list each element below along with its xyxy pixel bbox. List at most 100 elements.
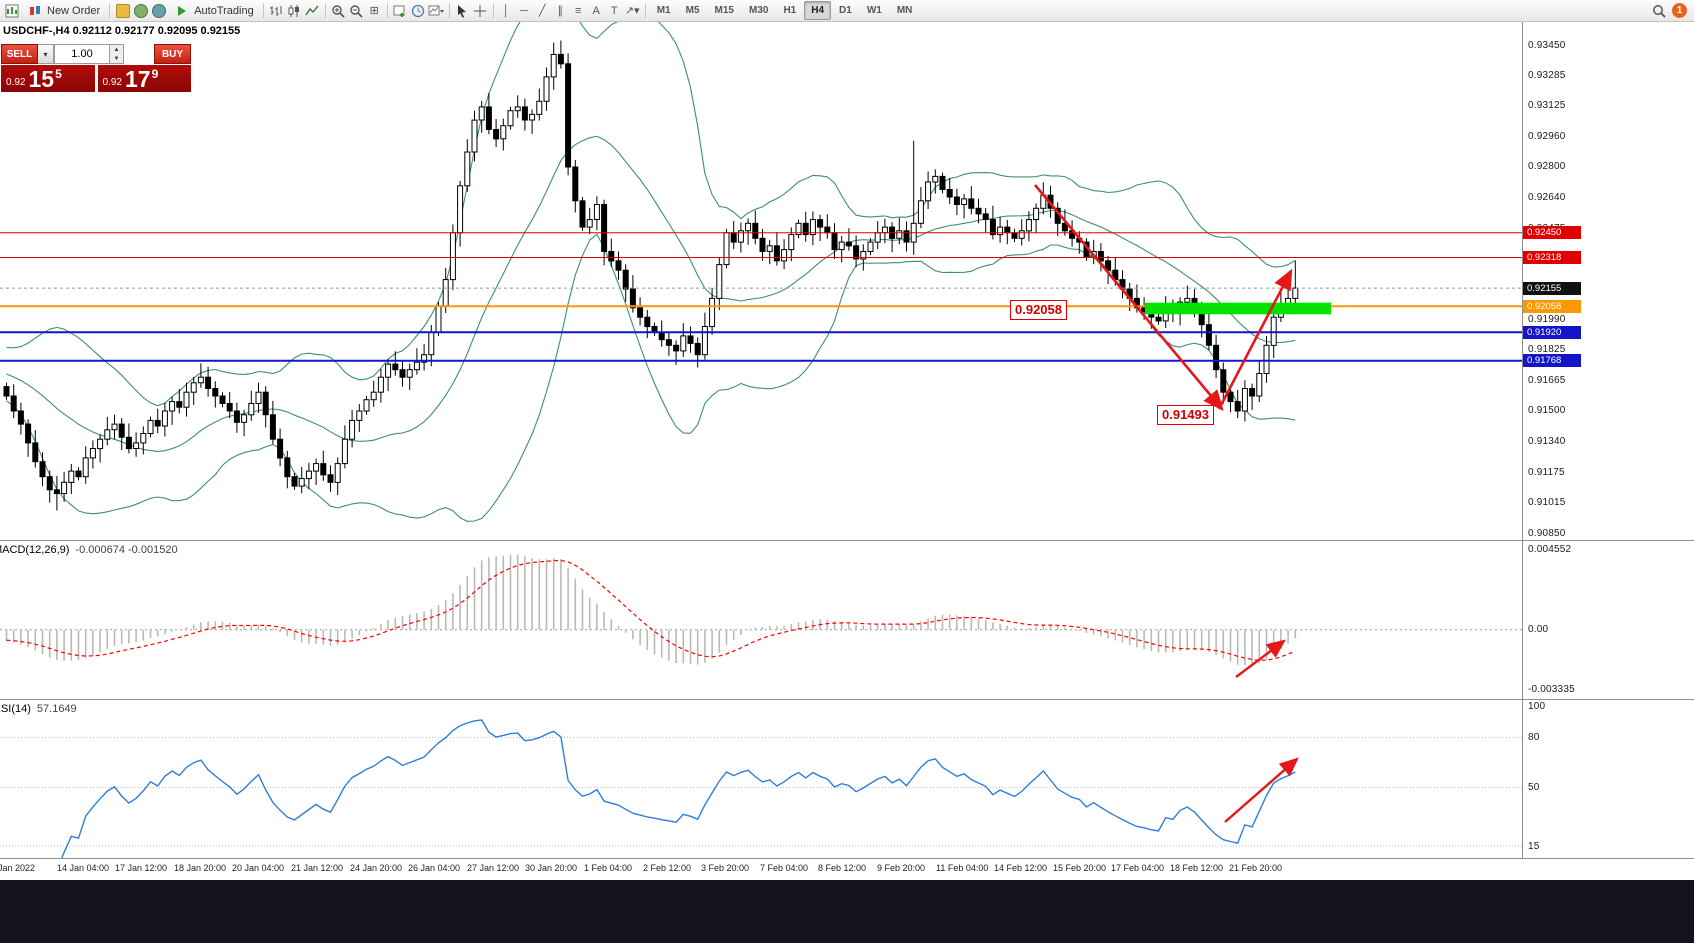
sell-button[interactable]: SELL [1, 44, 38, 64]
rsi-indicator-area[interactable] [0, 700, 1522, 858]
rsi-scale-tick: 15 [1528, 841, 1540, 852]
buy-price-box[interactable]: 0.92 17 9 [97, 65, 191, 93]
notification-badge[interactable]: 1 [1672, 3, 1687, 18]
timeframe-MN[interactable]: MN [896, 5, 913, 16]
text-icon[interactable] [588, 2, 605, 19]
buy-price-sup: 9 [151, 67, 159, 81]
buy-button[interactable]: BUY [154, 44, 191, 64]
autotrading-icon [173, 2, 190, 19]
macd-scale-tick: 0.004552 [1528, 544, 1572, 555]
sell-price-box[interactable]: 0.92 15 5 [1, 65, 95, 92]
timeframe-H1[interactable]: H1 [783, 5, 797, 16]
rsi-scale-tick: 80 [1528, 732, 1540, 743]
new-order-label: New Order [47, 4, 101, 17]
separator [386, 3, 388, 18]
cursor-icon[interactable] [454, 2, 471, 19]
x-axis-label: 27 Jan 12:00 [467, 863, 520, 873]
separator [109, 3, 111, 18]
timeframe-D1[interactable]: D1 [839, 5, 852, 16]
signals-icon[interactable] [150, 2, 167, 19]
x-axis-label: 11 Feb 04:00 [936, 863, 989, 873]
macd-histogram [5, 554, 1297, 666]
y-axis-tick: 0.92800 [1528, 161, 1566, 172]
tile-windows-icon[interactable] [366, 2, 383, 19]
sell-price-prefix: 0.92 [6, 77, 26, 88]
volume-input[interactable] [54, 44, 110, 64]
current-price-badge: 0.92155 [1523, 282, 1581, 295]
new-chart-icon[interactable] [392, 2, 409, 19]
price-scale-badge: 0.92450 [1523, 226, 1581, 239]
package-icon[interactable] [114, 2, 131, 19]
x-axis-label: 21 Feb 20:00 [1229, 863, 1283, 873]
x-axis-label: 17 Jan 12:00 [115, 863, 168, 873]
x-axis-label: 17 Feb 04:00 [1111, 863, 1165, 873]
macd-name: MACD(12,26,9) [0, 544, 70, 556]
buy-price-prefix: 0.92 [102, 77, 122, 88]
zoom-in-icon[interactable] [330, 2, 347, 19]
x-axis-label: 9 Feb 20:00 [877, 863, 926, 873]
time-axis[interactable] [0, 859, 1694, 880]
separator [262, 3, 264, 18]
sell-price-big: 15 [28, 66, 55, 93]
panel-separator [0, 858, 1694, 859]
template-icon[interactable] [428, 2, 445, 19]
y-axis-tick: 0.91340 [1528, 436, 1566, 447]
community-icon[interactable] [132, 2, 149, 19]
price-scale-badge: 0.92058 [1523, 300, 1581, 313]
search-icon[interactable] [1650, 2, 1667, 19]
x-axis-label: 24 Jan 20:00 [350, 863, 403, 873]
line-chart-icon[interactable] [304, 2, 321, 19]
bar-chart-icon[interactable] [268, 2, 285, 19]
horizontal-line-icon[interactable] [516, 2, 533, 19]
timeframe-H4[interactable]: H4 [804, 1, 832, 20]
crosshair-icon[interactable] [472, 2, 489, 19]
separator [644, 3, 646, 18]
arrow-tool-icon[interactable] [624, 2, 641, 19]
candlestick-chart-icon[interactable] [286, 2, 303, 19]
panel-separator[interactable] [0, 540, 1694, 541]
clock-icon[interactable] [410, 2, 427, 19]
x-axis-label: 15 Feb 20:00 [1053, 863, 1107, 873]
x-axis-label: 18 Feb 12:00 [1170, 863, 1224, 873]
price-scale[interactable] [1522, 22, 1694, 859]
y-axis-tick: 0.90850 [1528, 528, 1566, 539]
volume-dropdown-button[interactable] [38, 44, 54, 64]
rsi-scale-tick: 100 [1528, 701, 1546, 712]
timeframe-M5[interactable]: M5 [685, 5, 700, 16]
macd-indicator-area[interactable] [0, 541, 1522, 699]
trendline-icon[interactable] [534, 2, 551, 19]
vertical-line-icon[interactable] [498, 2, 515, 19]
panel-separator[interactable] [0, 699, 1694, 700]
candles [3, 40, 1299, 511]
channel-icon[interactable] [552, 2, 569, 19]
new-order-icon [26, 2, 43, 19]
rsi-arrow [1224, 757, 1299, 823]
new-order-button[interactable]: New Order [21, 1, 105, 21]
label-icon[interactable] [606, 2, 623, 19]
y-axis-tick: 0.91500 [1528, 405, 1566, 416]
timeframe-M15[interactable]: M15 [714, 5, 734, 16]
sell-price-sup: 5 [55, 67, 62, 81]
zoom-out-icon[interactable] [348, 2, 365, 19]
timeframe-W1[interactable]: W1 [866, 5, 882, 16]
volume-down-button[interactable] [110, 54, 123, 63]
buy-price-big: 17 [124, 66, 151, 93]
bottom-strip [0, 880, 1694, 943]
separator [492, 3, 494, 18]
timeframe-M1[interactable]: M1 [656, 5, 671, 16]
fibonacci-icon[interactable] [570, 2, 587, 19]
x-axis-label: 1 Feb 04:00 [584, 863, 633, 873]
separator [324, 3, 326, 18]
chart-file-icon[interactable] [3, 2, 20, 19]
chart-ohlc-title: USDCHF-,H4 0.92112 0.92177 0.92095 0.921… [3, 25, 241, 37]
timeframe-M30[interactable]: M30 [748, 5, 769, 16]
volume-up-button[interactable] [110, 45, 123, 54]
toolbar: New Order AutoTrading [0, 0, 1694, 22]
price-flag-zone[interactable]: 0.92058 [1010, 300, 1067, 320]
price-flag-low[interactable]: 0.91493 [1157, 405, 1214, 425]
autotrading-button[interactable]: AutoTrading [168, 1, 259, 21]
macd-arrow [1235, 639, 1286, 678]
price-chart-area[interactable] [0, 22, 1522, 540]
macd-values: -0.000674 -0.001520 [75, 544, 178, 556]
